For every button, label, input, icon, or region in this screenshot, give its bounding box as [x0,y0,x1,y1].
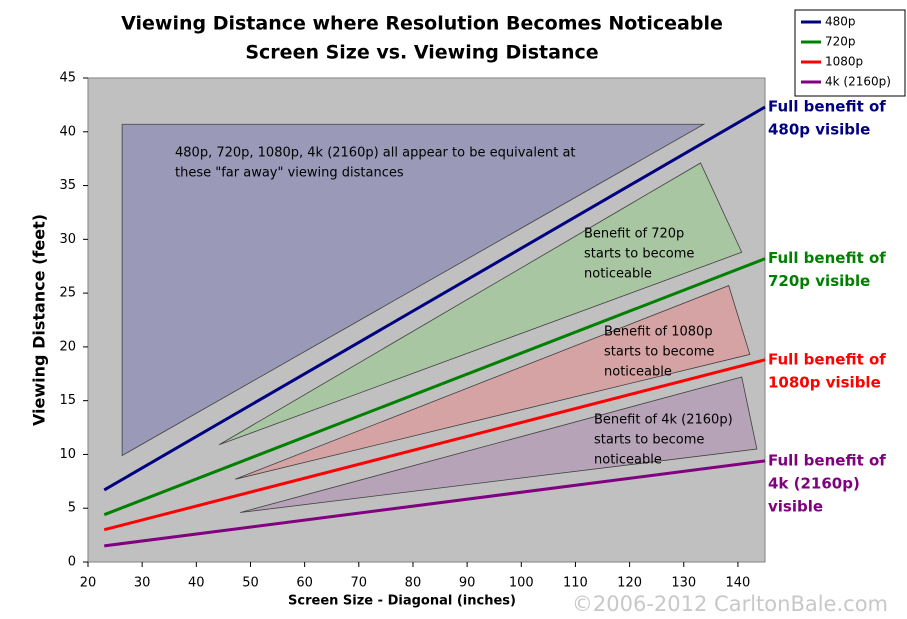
end-label: 1080p visible [768,373,881,391]
series-line [104,459,766,548]
x-tick-label: 120 [617,576,642,591]
region-label: starts to become [604,345,714,360]
x-tick-label: 80 [405,576,422,591]
y-tick-label: 25 [59,286,76,301]
region-label: Benefit of 720p [584,227,684,242]
y-tick-label: 45 [59,71,76,86]
x-tick-label: 30 [134,576,151,591]
region-label: starts to become [584,247,694,262]
region [218,162,743,446]
x-tick-label: 130 [671,576,696,591]
region [235,285,751,480]
plot-area: 480p, 720p, 1080p, 4k (2160p) all appear… [87,77,766,563]
x-tick-label: 100 [509,576,534,591]
end-label: 720p visible [768,272,870,290]
chart-subtitle: Screen Size vs. Viewing Distance [245,42,598,64]
end-label: Full benefit of [768,249,886,267]
region-label: noticeable [594,453,662,468]
x-tick-label: 110 [563,576,588,591]
end-label: visible [768,497,823,515]
region-label: 480p, 720p, 1080p, 4k (2160p) all appear… [175,146,576,161]
y-tick-label: 30 [59,232,76,247]
y-tick-label: 35 [59,178,76,193]
y-tick-label: 0 [68,555,76,570]
end-label: 4k (2160p) [768,474,860,492]
x-tick-label: 40 [188,576,205,591]
end-label: 480p visible [768,121,870,139]
series-line [103,358,766,532]
y-tick-label: 15 [59,393,76,408]
legend-label: 1080p [825,55,863,69]
region-label: Benefit of 4k (2160p) [594,413,733,428]
region-label: these "far away" viewing distances [175,166,404,181]
y-tick-label: 5 [68,501,76,516]
legend-label: 720p [825,35,856,49]
region-label: noticeable [604,365,672,380]
x-tick-label: 60 [296,576,313,591]
region [240,376,758,513]
x-axis-title: Screen Size - Diagonal (inches) [288,594,516,609]
copyright: ©2006-2012 CarltonBale.com [572,592,888,616]
x-tick-label: 70 [351,576,368,591]
series-line [103,257,766,517]
series-line [103,105,766,492]
region [121,123,706,457]
end-label: Full benefit of [768,98,886,116]
region-label: Benefit of 1080p [604,325,713,340]
legend: 480p 720p 1080p 4k (2160p) [794,9,906,97]
legend-label: 480p [825,15,856,29]
x-tick-label: 20 [80,576,97,591]
x-tick-label: 90 [459,576,476,591]
end-label: Full benefit of [768,451,886,469]
end-label: Full benefit of [768,350,886,368]
y-tick-label: 10 [59,447,76,462]
region-label: starts to become [594,433,704,448]
y-tick-label: 40 [59,124,76,139]
region-label: noticeable [584,267,652,282]
y-axis-title: Viewing Distance (feet) [30,214,49,426]
y-tick-label: 20 [59,339,76,354]
x-tick-label: 50 [242,576,259,591]
x-tick-label: 140 [726,576,751,591]
legend-label: 4k (2160p) [825,75,891,89]
chart-title: Viewing Distance where Resolution Become… [121,13,723,35]
